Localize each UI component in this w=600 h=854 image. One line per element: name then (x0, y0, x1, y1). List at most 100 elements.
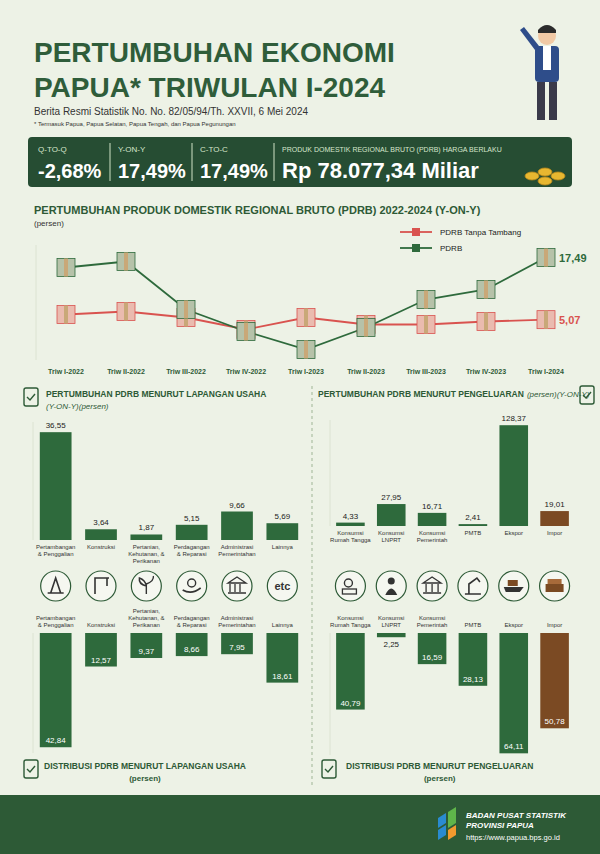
coin (551, 172, 565, 180)
data-label: 12,57 (91, 656, 112, 665)
tick-label-line: Impor (547, 622, 562, 628)
tick-label: PMTB (465, 622, 482, 628)
leg (549, 82, 557, 120)
tick-label-line: Konstruksi (87, 544, 115, 550)
tick-label: Pertambangan& Penggalian (36, 544, 75, 557)
tick-label: Triw I-2024 (528, 368, 564, 375)
clipboard (24, 388, 38, 406)
coin (525, 172, 539, 180)
tick-label: Lainnya (272, 544, 294, 550)
tick-label-line: Pemerintah (417, 537, 448, 543)
glyph (388, 578, 395, 585)
box (237, 323, 255, 341)
box-tape (364, 319, 368, 337)
tick-label-line: Pertanian, (133, 544, 161, 550)
tick-label-line: Kehutanan, & (128, 615, 164, 621)
tick-label-line: Kehutanan, & (128, 551, 164, 557)
marker (297, 309, 315, 327)
box-tint (357, 319, 375, 337)
tick-label-line: Konsumsi (378, 615, 404, 621)
marker (237, 323, 255, 341)
chart-subtitle: (persen) (424, 774, 456, 783)
icon (376, 571, 406, 601)
glyph (546, 584, 564, 592)
stats-box (28, 137, 572, 187)
data-label: 16,71 (422, 502, 443, 511)
box-tint (477, 281, 495, 299)
tick-label: Triw I-2023 (288, 368, 324, 375)
box (297, 341, 315, 359)
data-label: 2,25 (383, 640, 399, 649)
tick-label-line: Administrasi (221, 615, 254, 621)
tick-label: KonsumsiLNPRT (378, 615, 404, 628)
icon: etc (267, 571, 297, 601)
marker (57, 306, 75, 324)
decoration-clipboard (322, 760, 336, 778)
bar (459, 524, 488, 526)
hair (538, 25, 556, 33)
tick-label-line: & Penggalian (38, 622, 74, 628)
tick-label-line: Lainnya (272, 544, 294, 550)
marker (177, 301, 195, 319)
box-tint (417, 316, 435, 334)
plot-area (336, 633, 569, 753)
stat-label: PRODUK DOMESTIK REGIONAL BRUTO (PDRB) HA… (282, 146, 502, 154)
box-tint (177, 301, 195, 319)
tick-label: Triw III-2023 (406, 368, 446, 375)
tick-label: Ekspor (504, 622, 523, 628)
bar (266, 523, 298, 540)
chart-title: DISTRIBUSI PDRB MENURUT LAPANGAN USAHA (44, 761, 246, 771)
box-tape (64, 306, 68, 324)
box-tape (124, 253, 128, 271)
box-tint (57, 259, 75, 277)
stat-value: 17,49% (118, 160, 186, 182)
box (117, 303, 135, 321)
box (177, 301, 195, 319)
logo-part (438, 825, 446, 840)
data-label: 3,64 (93, 518, 109, 527)
bar (176, 633, 208, 656)
tick-label: Impor (547, 622, 562, 628)
tick-label-line: Pertambangan (36, 544, 75, 550)
clipboard-check (27, 394, 35, 400)
box-tint (237, 323, 255, 341)
bar (418, 633, 447, 664)
plot-area (40, 432, 298, 540)
box-tint (57, 306, 75, 324)
box-tint (117, 253, 135, 271)
data-label: 128,37 (502, 414, 527, 423)
decoration-coins (525, 168, 565, 185)
icon (177, 571, 207, 601)
box-tape (64, 259, 68, 277)
tick-label: KonsumsiRumah Tangga (330, 530, 371, 543)
infographic: PERTUMBUHAN EKONOMIPAPUA* TRIWULAN I-202… (0, 0, 600, 854)
coin (538, 177, 552, 185)
box (417, 316, 435, 334)
logo-part (448, 807, 456, 828)
icon (540, 571, 570, 601)
clipboard-check (27, 766, 35, 772)
tick-label-line: Konsumsi (337, 530, 363, 536)
chart-subtitle: (persen)(Y-ON-Y) (527, 390, 590, 399)
tick-label-line: Ekspor (504, 622, 523, 628)
icon (41, 571, 71, 601)
marker (297, 341, 315, 359)
axis-line (33, 633, 34, 753)
box-tape (424, 316, 428, 334)
icon (458, 571, 488, 601)
bar (540, 511, 569, 526)
icon (131, 571, 161, 601)
glyph (344, 579, 352, 587)
icon-circle (86, 571, 116, 601)
box (417, 291, 435, 309)
decoration-clipboard (24, 388, 38, 406)
stat-label: Y-ON-Y (118, 145, 146, 154)
background (0, 0, 600, 854)
title: PAPUA* TRIWULAN I-2024 (34, 72, 386, 103)
logo (438, 807, 456, 840)
box (537, 311, 555, 329)
tick-label: AdministrasiPemerintahan (218, 615, 255, 628)
icon-circle (131, 571, 161, 601)
clipboard (322, 760, 336, 778)
glyph (139, 576, 153, 594)
